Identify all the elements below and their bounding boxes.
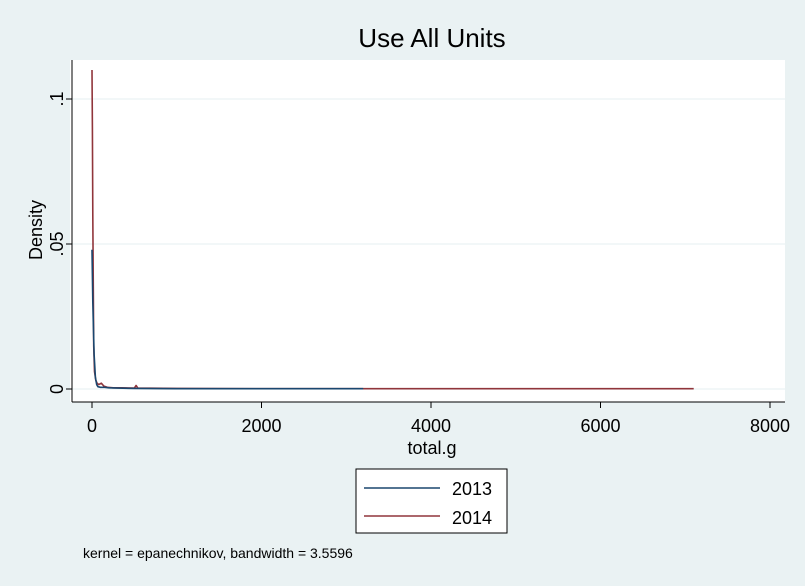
y-tick-label-2: .1: [47, 91, 67, 106]
series-layer: [91, 69, 694, 390]
y-tick-label-1: .05: [47, 231, 67, 256]
chart-title: Use All Units: [358, 23, 505, 53]
chart-note: kernel = epanechnikov, bandwidth = 3.559…: [83, 545, 353, 561]
y-tick-label-0: 0: [47, 384, 67, 394]
plot-area: [70, 60, 785, 402]
x-tick-label-2: 4000: [411, 416, 451, 436]
x-axis-label: total.g: [407, 438, 456, 458]
x-tick-label-1: 2000: [241, 416, 281, 436]
x-axis-ticks: 0 2000 4000 6000 8000: [87, 402, 790, 436]
legend-box: [355, 468, 508, 534]
y-axis-ticks: 0 .05 .1: [47, 91, 72, 394]
y-axis-label: Density: [26, 200, 46, 260]
series-line-2013: [91, 249, 364, 390]
x-tick-label-3: 6000: [580, 416, 620, 436]
legend-label-2014: 2014: [452, 508, 492, 528]
x-tick-label-4: 8000: [750, 416, 790, 436]
legend-label-2013: 2013: [452, 479, 492, 499]
x-tick-label-0: 0: [87, 416, 97, 436]
